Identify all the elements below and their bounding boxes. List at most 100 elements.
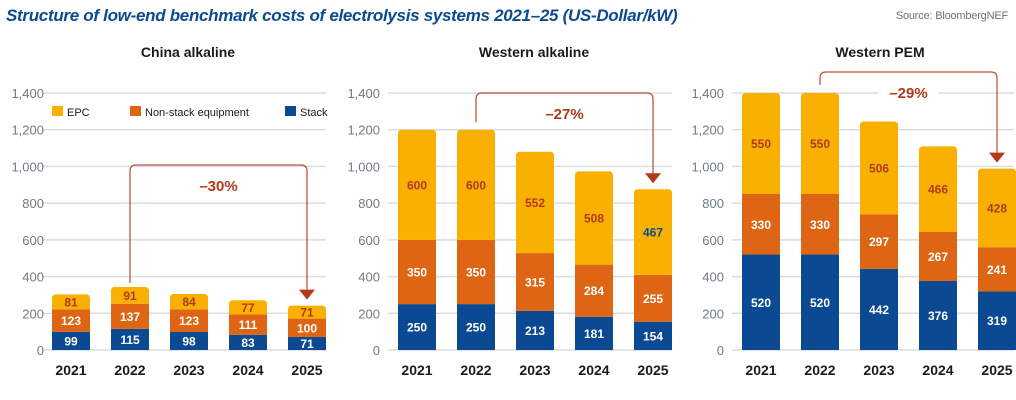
panel-title: Western alkaline bbox=[479, 44, 589, 60]
bar-segment-epc bbox=[398, 129, 436, 240]
data-label: 550 bbox=[810, 137, 830, 151]
data-label: 297 bbox=[869, 235, 889, 249]
source-note: Source: BloombergNEF bbox=[895, 10, 1008, 22]
y-tick-label: 600 bbox=[22, 233, 44, 248]
bar-segment-epc bbox=[634, 189, 672, 275]
bar-segment-nonstack bbox=[52, 309, 90, 332]
data-label: 350 bbox=[466, 265, 486, 279]
annotation-bracket bbox=[475, 92, 654, 174]
x-tick-label: 2022 bbox=[460, 362, 491, 378]
data-label: 508 bbox=[584, 212, 604, 226]
bar-segment-epc bbox=[111, 287, 149, 304]
arrow-head-icon bbox=[989, 152, 1005, 163]
bar-segment-stack bbox=[516, 310, 554, 350]
y-tick-label: 0 bbox=[373, 343, 380, 358]
annotation-bracket bbox=[819, 71, 998, 153]
data-label: 520 bbox=[810, 296, 830, 310]
chart-panel-2: Western PEM 0 200 400 600 800 1,000 1,200 1,400 5… bbox=[691, 44, 1016, 378]
x-tick-label: 2022 bbox=[114, 362, 145, 378]
bar-segment-nonstack bbox=[634, 274, 672, 322]
y-tick-label: 200 bbox=[358, 306, 380, 321]
chart-panel-1: Western alkaline 0 200 400 600 800 1,000 1,200 1… bbox=[347, 44, 672, 378]
data-label: 77 bbox=[241, 301, 255, 315]
y-tick-label: 0 bbox=[37, 343, 44, 358]
x-tick-label: 2024 bbox=[232, 362, 263, 378]
bar-segment-nonstack bbox=[801, 193, 839, 255]
data-label: 115 bbox=[120, 333, 140, 347]
legend-swatch-epc bbox=[52, 106, 63, 116]
data-label: 600 bbox=[466, 178, 486, 192]
bar-segment-nonstack bbox=[919, 231, 957, 281]
y-tick-label: 400 bbox=[22, 270, 44, 285]
data-label: 84 bbox=[182, 295, 196, 309]
bar-segment-nonstack bbox=[288, 318, 326, 337]
y-tick-label: 800 bbox=[22, 196, 44, 211]
bar-segment-epc bbox=[575, 171, 613, 265]
data-label: 255 bbox=[643, 292, 663, 306]
bar-segment-epc bbox=[170, 294, 208, 310]
x-tick-label: 2024 bbox=[578, 362, 609, 378]
annotation-bracket bbox=[129, 164, 308, 290]
legend-label: Non-stack equipment bbox=[145, 107, 249, 119]
data-label: 123 bbox=[61, 314, 81, 328]
bar-segment-stack bbox=[575, 316, 613, 350]
y-tick-label: 200 bbox=[22, 306, 44, 321]
y-tick-label: 1,000 bbox=[11, 159, 44, 174]
legend-swatch-stack bbox=[285, 106, 296, 116]
data-label: 83 bbox=[241, 336, 255, 350]
data-label: 520 bbox=[751, 296, 771, 310]
y-tick-label: 1,200 bbox=[11, 123, 44, 138]
bar-segment-stack bbox=[801, 254, 839, 350]
data-label: 552 bbox=[525, 196, 545, 210]
bar-segment-nonstack bbox=[170, 309, 208, 333]
annotation-label: –29% bbox=[889, 85, 927, 102]
bar-segment-nonstack bbox=[111, 303, 149, 329]
y-tick-label: 1,200 bbox=[347, 123, 380, 138]
bar-segment-stack bbox=[288, 336, 326, 350]
data-label: 123 bbox=[179, 314, 199, 328]
y-tick-label: 400 bbox=[358, 270, 380, 285]
x-tick-label: 2025 bbox=[637, 362, 668, 378]
bar-segment-stack bbox=[634, 321, 672, 350]
x-tick-label: 2022 bbox=[804, 362, 835, 378]
bar-segment-epc bbox=[229, 300, 267, 315]
bar-segment-stack bbox=[742, 254, 780, 350]
bar-segment-stack bbox=[111, 328, 149, 350]
y-tick-label: 0 bbox=[717, 343, 724, 358]
y-tick-label: 1,000 bbox=[347, 159, 380, 174]
x-tick-label: 2025 bbox=[981, 362, 1012, 378]
y-tick-label: 600 bbox=[702, 233, 724, 248]
data-label: 250 bbox=[407, 321, 427, 335]
data-label: 71 bbox=[300, 337, 314, 351]
arrow-head-icon bbox=[645, 173, 661, 184]
legend-swatch-nonstack bbox=[130, 106, 141, 116]
bar-segment-epc bbox=[919, 146, 957, 232]
data-label: 330 bbox=[810, 218, 830, 232]
panel-title: Western PEM bbox=[835, 44, 924, 60]
annotation-label: –27% bbox=[545, 106, 583, 123]
chart-title: Structure of low-end benchmark costs of … bbox=[6, 6, 678, 25]
data-label: 181 bbox=[584, 327, 604, 341]
data-label: 91 bbox=[123, 289, 137, 303]
legend-label: Stack bbox=[300, 107, 328, 119]
data-label: 284 bbox=[584, 284, 604, 298]
y-tick-label: 800 bbox=[358, 196, 380, 211]
bar-segment-nonstack bbox=[978, 247, 1016, 292]
data-label: 213 bbox=[525, 324, 545, 338]
y-tick-label: 1,200 bbox=[691, 123, 724, 138]
bar-segment-stack bbox=[978, 291, 1016, 350]
data-label: 466 bbox=[928, 183, 948, 197]
x-tick-label: 2021 bbox=[401, 362, 432, 378]
bar-segment-stack bbox=[229, 334, 267, 350]
bar-segment-nonstack bbox=[457, 239, 495, 305]
data-label: 319 bbox=[987, 314, 1007, 328]
bar-segment-stack bbox=[457, 304, 495, 350]
x-tick-label: 2021 bbox=[745, 362, 776, 378]
bar-segment-nonstack bbox=[742, 193, 780, 255]
y-tick-label: 200 bbox=[702, 306, 724, 321]
data-label: 98 bbox=[182, 335, 196, 349]
data-label: 350 bbox=[407, 265, 427, 279]
bar-segment-nonstack bbox=[229, 314, 267, 335]
y-tick-label: 1,400 bbox=[347, 86, 380, 101]
bar-segment-epc bbox=[978, 168, 1016, 248]
